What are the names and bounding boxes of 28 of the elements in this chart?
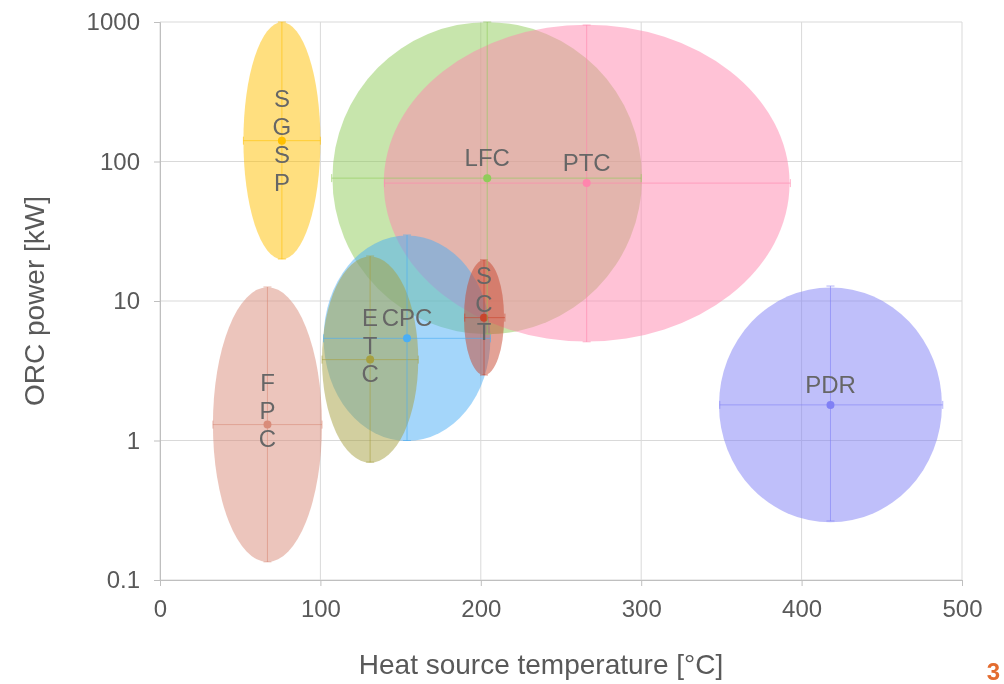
point <box>403 334 412 343</box>
x-tick-label: 400 <box>782 595 823 623</box>
series-label: CPC <box>381 304 433 332</box>
x-tick-label: 100 <box>300 595 341 623</box>
series-label: FPC <box>258 368 277 452</box>
y-tick-label: 0.1 <box>106 566 140 594</box>
y-tick-label: 100 <box>99 147 140 175</box>
x-tick-label: 200 <box>461 595 502 623</box>
point <box>366 355 375 364</box>
series-label: PDR <box>805 370 856 398</box>
y-tick-label: 1000 <box>86 8 140 36</box>
x-tick-label: 300 <box>621 595 662 623</box>
series-label: SGSP <box>272 84 292 196</box>
point <box>480 313 489 322</box>
point <box>263 420 272 429</box>
text: 3 <box>986 658 1000 684</box>
series-label: SCT <box>475 261 493 345</box>
point <box>277 136 286 145</box>
series-label: LFC <box>464 144 510 172</box>
x-axis-title: Heat source temperature [°C] <box>358 649 724 680</box>
series-label: PTC <box>562 149 611 177</box>
x-tick-label: 500 <box>942 595 983 623</box>
y-tick-label: 10 <box>113 287 140 315</box>
series-label: ETC <box>361 303 379 387</box>
x-tick-label: 0 <box>153 595 168 623</box>
y-axis-title: ORC power [kW] <box>19 195 50 407</box>
point <box>582 179 591 188</box>
y-tick-label: 1 <box>126 426 140 454</box>
